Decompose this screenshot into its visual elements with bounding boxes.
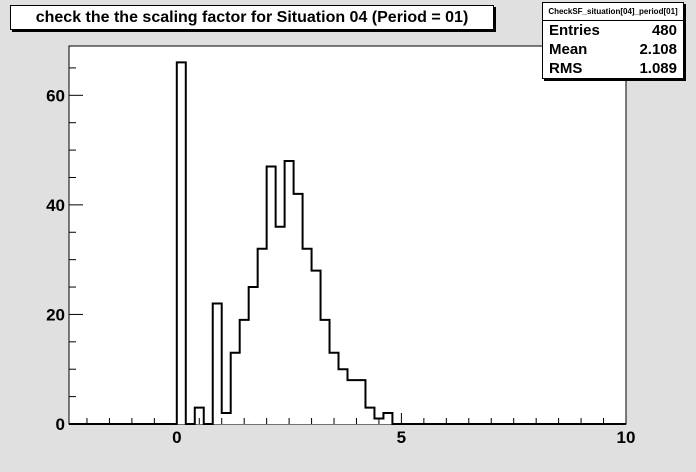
histogram-bar-17 — [329, 352, 339, 424]
histogram-bar-16 — [320, 319, 330, 424]
histogram-bar-14 — [302, 248, 312, 424]
y-tick-label: 20 — [46, 305, 65, 324]
y-axis: 0 20 40 60 — [46, 67, 83, 434]
x-tick-label: 5 — [397, 428, 406, 447]
histogram-bar-12 — [284, 161, 294, 425]
histogram-bar-0 — [176, 62, 186, 424]
stats-row-rms: RMS 1.089 — [543, 59, 683, 78]
histogram-bar-4 — [212, 303, 222, 424]
stats-mean-value: 2.108 — [639, 41, 677, 58]
histogram-bar-10 — [266, 166, 276, 425]
histogram-bar-8 — [248, 287, 258, 424]
y-tick-label: 40 — [46, 196, 65, 215]
chart-title: check the the scaling factor for Situati… — [10, 5, 494, 30]
plot-area — [68, 45, 627, 425]
y-tick-label: 60 — [46, 86, 65, 105]
histogram-bar-21 — [365, 407, 375, 424]
histogram-bar-20 — [356, 380, 366, 424]
histogram-bar-9 — [257, 248, 267, 424]
stats-entries-label: Entries — [549, 22, 600, 39]
histogram-bar-13 — [293, 193, 303, 424]
histogram-bar-5 — [221, 413, 231, 424]
histogram-outline — [69, 61, 626, 425]
histogram-bar-2 — [194, 407, 204, 424]
histogram-bar-7 — [239, 319, 249, 424]
stats-histogram-name: CheckSF_situation[04]_period[01] — [543, 3, 683, 21]
x-tick-label: 0 — [172, 428, 181, 447]
stats-rms-label: RMS — [549, 60, 583, 77]
stats-mean-label: Mean — [549, 41, 588, 58]
histogram-bar-6 — [230, 352, 240, 424]
histogram-bar-19 — [347, 380, 357, 424]
stats-entries-value: 480 — [651, 22, 677, 39]
histogram-bar-23 — [383, 413, 393, 424]
stats-rms-value: 1.089 — [639, 60, 677, 77]
stats-row-entries: Entries 480 — [543, 21, 683, 40]
histogram-bar-15 — [311, 270, 321, 424]
y-tick-label: 0 — [56, 415, 65, 434]
stats-box: CheckSF_situation[04]_period[01] Entries… — [542, 2, 684, 79]
histogram-bar-11 — [275, 226, 285, 424]
stats-row-mean: Mean 2.108 — [543, 40, 683, 59]
x-tick-label: 10 — [617, 428, 636, 447]
histogram-bar-18 — [338, 369, 348, 424]
